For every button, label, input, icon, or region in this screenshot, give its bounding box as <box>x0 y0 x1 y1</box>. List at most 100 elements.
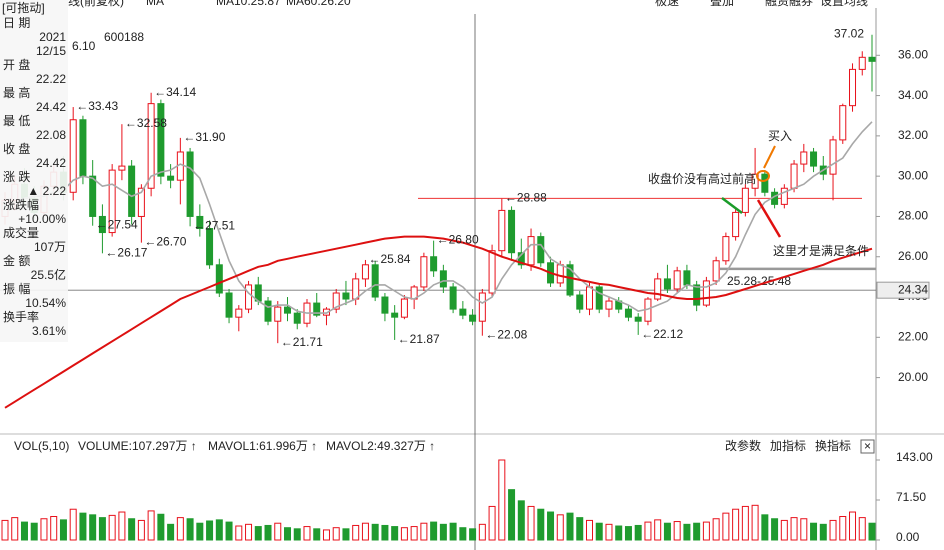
candle-body <box>215 264 223 294</box>
candle-body <box>702 280 710 306</box>
candle-body <box>264 300 272 322</box>
volume-bar <box>790 517 798 541</box>
volume-bar <box>673 521 681 541</box>
candle-body <box>225 292 233 318</box>
volume-bar <box>800 518 808 541</box>
info-value: 12/15 <box>36 44 66 58</box>
price-value: 33.43 <box>88 99 118 113</box>
arrow: ← <box>437 233 449 247</box>
candle-body <box>585 286 593 310</box>
price-value: 31.90 <box>195 130 225 144</box>
candle-body <box>284 306 292 314</box>
volume-bar <box>449 522 457 541</box>
vol-item: MAVOL2:49.327万 ↑ <box>326 439 435 453</box>
last-price-box <box>876 281 930 299</box>
candle-body <box>128 165 136 217</box>
volume-bar <box>839 516 847 541</box>
arrow: ← <box>281 335 293 349</box>
vol-tick-label: 143.00 <box>896 450 933 464</box>
volume-bar <box>371 523 379 541</box>
volume-bar <box>176 517 184 541</box>
candle-body <box>293 312 301 324</box>
extra-value: 6.10 <box>72 39 96 53</box>
vol-tick-label: 0.00 <box>896 530 920 544</box>
volume-bar <box>128 518 136 541</box>
volume-bar <box>712 518 720 541</box>
annotation-buy: 买入 <box>768 129 792 143</box>
candle-body <box>858 56 866 70</box>
volume-bar <box>1 519 9 541</box>
price-label: 37.02 <box>834 27 864 41</box>
arrow: ← <box>641 327 653 341</box>
close-box[interactable] <box>860 439 875 454</box>
arrow: ← <box>144 235 156 249</box>
candle-body <box>800 151 808 165</box>
annotation-red: 这里才是满足条件 <box>773 243 869 258</box>
volume-bar <box>478 523 486 541</box>
annotation-green: 收盘价没有高过前高 <box>648 171 756 186</box>
volume-bar <box>167 523 175 541</box>
top-bar-button[interactable]: 极速 <box>655 0 679 8</box>
volume-bar <box>400 527 408 541</box>
volume-bar <box>488 505 496 541</box>
candle-body <box>839 105 847 141</box>
moving-average <box>4 235 873 409</box>
candle-body <box>469 314 477 322</box>
price-label: ←26.80 <box>437 233 479 247</box>
price-value: 21.87 <box>410 332 440 346</box>
info-label: 最 高 <box>3 85 30 100</box>
close-x: × <box>864 439 871 453</box>
volume-bar <box>293 528 301 541</box>
candle-body <box>313 302 321 316</box>
price-label: ←26.17 <box>105 245 147 259</box>
vol-button[interactable]: 换指标 <box>815 438 851 453</box>
top-bar-button[interactable]: 叠加 <box>710 0 734 8</box>
top-bar-item: 线(前复权) <box>68 0 124 8</box>
price-value: 34.14 <box>166 85 196 99</box>
volume-bar <box>663 522 671 541</box>
candle-body <box>790 163 798 189</box>
vol-item: MAVOL1:61.996万 ↑ <box>208 439 317 453</box>
candle-body <box>449 286 457 310</box>
info-value: 10.54% <box>25 296 66 310</box>
candle-body <box>206 228 214 266</box>
top-bar-button[interactable]: 融资融券 <box>765 0 813 8</box>
top-bar-item: MA10:25.87 <box>216 0 281 8</box>
volume-bar <box>254 526 262 541</box>
candle-body <box>566 264 574 296</box>
volume-bar <box>810 522 818 541</box>
candle-body <box>137 187 145 217</box>
volume-bar <box>420 522 428 541</box>
vol-button[interactable]: 改参数 <box>725 438 761 453</box>
volume-bar <box>654 519 662 541</box>
volume-bar <box>702 521 710 541</box>
top-bar-button[interactable]: 设置均线 <box>820 0 868 8</box>
zone-label: 25.28-25.48 <box>727 274 791 288</box>
candle-body <box>69 119 77 193</box>
candle-body <box>868 56 876 62</box>
candle-body <box>352 278 360 300</box>
candle-body <box>849 68 857 107</box>
info-value: 22.08 <box>36 128 66 142</box>
arrow: ← <box>183 130 195 144</box>
vol-button[interactable]: 加指标 <box>770 438 806 453</box>
candle-body <box>79 119 87 177</box>
arrow: ← <box>505 191 517 205</box>
volume-bar <box>206 520 214 541</box>
y-tick-label: 26.00 <box>898 249 928 263</box>
stock-code: 600188 <box>104 30 144 44</box>
price-label: ←33.43 <box>76 99 118 113</box>
candle-body <box>274 306 282 322</box>
volume-bar <box>332 527 340 541</box>
volume-bar <box>732 508 740 541</box>
volume-bar <box>547 511 555 541</box>
volume-bar <box>829 519 837 541</box>
volume-bar <box>566 512 574 541</box>
volume-bar <box>819 523 827 541</box>
candle-body <box>722 236 730 262</box>
info-value: 22.22 <box>36 72 66 86</box>
arrow: ← <box>193 218 205 232</box>
price-label: ←27.54 <box>96 218 138 232</box>
candle-body <box>157 103 165 177</box>
y-tick-label: 32.00 <box>898 128 928 142</box>
